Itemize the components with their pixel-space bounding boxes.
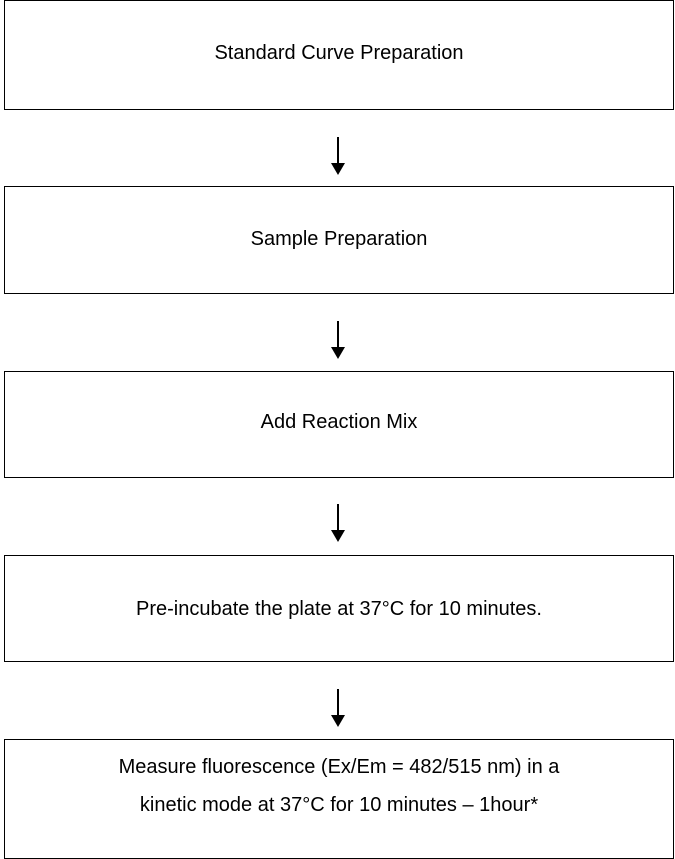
down-arrow-icon — [328, 504, 348, 544]
step-box-sample-preparation: Sample Preparation — [4, 186, 674, 294]
step-label: Add Reaction Mix — [260, 411, 418, 433]
down-arrow-icon — [328, 321, 348, 361]
down-arrow-icon — [328, 689, 348, 729]
step-label-line: kinetic mode at 37°C for 10 minutes – 1h… — [139, 794, 539, 816]
step-box-standard-curve: Standard Curve Preparation — [4, 0, 674, 110]
step-box-add-reaction-mix: Add Reaction Mix — [4, 371, 674, 478]
step-label: Standard Curve Preparation — [214, 42, 464, 64]
step-label: Measure fluorescence (Ex/Em = 482/515 nm… — [5, 748, 673, 824]
step-box-pre-incubate: Pre-incubate the plate at 37°C for 10 mi… — [4, 555, 674, 662]
step-label: Pre-incubate the plate at 37°C for 10 mi… — [135, 598, 542, 620]
step-box-measure-fluorescence: Measure fluorescence (Ex/Em = 482/515 nm… — [4, 739, 674, 859]
step-label: Sample Preparation — [250, 228, 428, 250]
down-arrow-icon — [328, 137, 348, 177]
step-label-line: Measure fluorescence (Ex/Em = 482/515 nm… — [118, 756, 560, 778]
